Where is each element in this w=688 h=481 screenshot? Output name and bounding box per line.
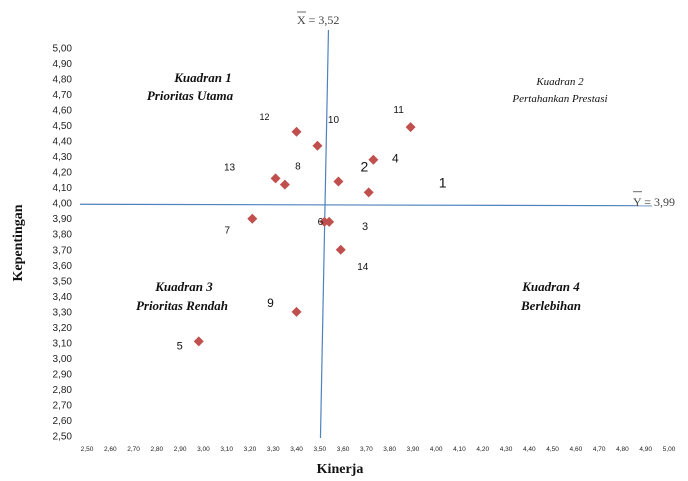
x-tick-label: 4,90 bbox=[639, 446, 652, 453]
data-point-label: 2 bbox=[361, 158, 369, 174]
x-tick-label: 3,50 bbox=[313, 446, 326, 453]
data-point-marker bbox=[312, 140, 323, 151]
data-point-label: 3 bbox=[362, 221, 368, 233]
data-point-label: 1 bbox=[439, 174, 447, 190]
y-tick-label: 3,80 bbox=[53, 230, 73, 241]
x-tick-label: 3,60 bbox=[337, 446, 350, 453]
x-tick-label: 2,90 bbox=[174, 446, 187, 453]
data-point-label: 4 bbox=[392, 152, 399, 166]
data-point-marker bbox=[405, 122, 416, 133]
y-tick-label: 4,20 bbox=[53, 168, 73, 179]
x-axis-title: Kinerja bbox=[317, 462, 364, 477]
x-tick-label: 3,10 bbox=[220, 446, 233, 453]
y-tick-label: 4,00 bbox=[53, 199, 73, 210]
data-point-marker bbox=[319, 216, 330, 227]
data-point-marker bbox=[291, 306, 302, 317]
data-point-marker bbox=[279, 179, 290, 190]
mean-x-label: X = 3,52 bbox=[297, 13, 339, 27]
y-tick-label: 5,00 bbox=[53, 44, 73, 55]
x-tick-label: 3,80 bbox=[383, 446, 396, 453]
y-tick-label: 4,50 bbox=[53, 121, 73, 132]
data-point-marker bbox=[291, 126, 302, 137]
y-tick-label: 2,80 bbox=[53, 385, 73, 396]
data-point-marker bbox=[270, 173, 281, 184]
data-point-label: 9 bbox=[267, 296, 274, 310]
data-point-marker bbox=[368, 154, 379, 165]
y-tick-label: 2,50 bbox=[53, 432, 73, 443]
y-tick-label: 3,40 bbox=[53, 292, 73, 303]
data-point-marker bbox=[193, 336, 204, 347]
y-tick-label: 3,10 bbox=[53, 338, 73, 349]
data-point-marker bbox=[363, 187, 374, 198]
data-point-label: 11 bbox=[393, 105, 404, 116]
x-tick-label: 2,70 bbox=[127, 446, 140, 453]
y-tick-label: 4,90 bbox=[53, 59, 73, 70]
y-tick-label: 2,60 bbox=[53, 416, 73, 427]
x-tick-label: 3,40 bbox=[290, 446, 303, 453]
data-point-label: 12 bbox=[260, 112, 270, 122]
y-tick-label: 3,00 bbox=[53, 354, 73, 365]
data-point-label: 8 bbox=[295, 162, 301, 173]
x-tick-label: 4,70 bbox=[593, 446, 606, 453]
quadrant-2-name: Kuadran 2 bbox=[535, 76, 584, 88]
y-tick-label: 2,70 bbox=[53, 400, 73, 411]
x-tick-label: 4,60 bbox=[570, 446, 583, 453]
y-tick-label: 3,30 bbox=[53, 307, 73, 318]
data-point-label: 6 bbox=[318, 217, 324, 228]
y-axis-ticks: 2,50 2,60 2,70 2,80 2,90 3,00 3,10 3,20 3,30 3,40… bbox=[53, 44, 73, 443]
y-tick-label: 2,90 bbox=[53, 369, 73, 380]
x-tick-label: 2,80 bbox=[151, 446, 164, 453]
x-tick-label: 4,40 bbox=[523, 446, 536, 453]
x-axis-ticks: 2,50 2,60 2,70 2,80 2,90 3,00 3,10 3,20 3,30 3,40… bbox=[81, 446, 676, 453]
quadrant-4-desc: Berlebihan bbox=[520, 298, 581, 313]
quadrant-1-name: Kuadran 1 bbox=[173, 70, 231, 85]
quadrant-1-desc: Prioritas Utama bbox=[147, 88, 234, 103]
y-tick-label: 3,90 bbox=[53, 214, 73, 225]
y-tick-label: 4,60 bbox=[53, 106, 73, 117]
x-tick-label: 5,00 bbox=[663, 446, 676, 453]
x-tick-label: 4,80 bbox=[616, 446, 629, 453]
data-point-marker bbox=[335, 244, 346, 255]
data-point-label: 10 bbox=[328, 115, 340, 126]
y-axis-title: Kepentingan bbox=[11, 204, 26, 281]
quadrant-4-name: Kuadran 4 bbox=[521, 279, 580, 294]
x-tick-label: 2,60 bbox=[104, 446, 117, 453]
data-point-marker bbox=[247, 213, 258, 224]
y-tick-label: 4,80 bbox=[53, 75, 73, 86]
data-point-label: 5 bbox=[177, 340, 183, 352]
y-tick-label: 4,30 bbox=[53, 152, 73, 163]
x-tick-label: 4,50 bbox=[546, 446, 559, 453]
mean-y-line bbox=[79, 203, 653, 207]
y-tick-label: 3,50 bbox=[53, 276, 73, 287]
y-tick-label: 4,40 bbox=[53, 137, 73, 148]
x-tick-label: 3,70 bbox=[360, 446, 373, 453]
x-tick-label: 4,10 bbox=[453, 446, 466, 453]
y-tick-label: 4,10 bbox=[53, 183, 73, 194]
quadrant-2-desc: Pertahankan Prestasi bbox=[511, 93, 607, 105]
x-tick-label: 2,50 bbox=[81, 446, 94, 453]
x-tick-label: 3,30 bbox=[267, 446, 280, 453]
y-tick-label: 3,20 bbox=[53, 323, 73, 334]
mean-y-label: Y = 3,99 bbox=[633, 195, 675, 209]
y-tick-label: 3,60 bbox=[53, 261, 73, 272]
data-point-label: 7 bbox=[225, 226, 231, 237]
x-tick-label: 3,90 bbox=[407, 446, 420, 453]
x-tick-label: 4,00 bbox=[430, 446, 443, 453]
quadrant-3-name: Kuadran 3 bbox=[154, 279, 213, 294]
y-tick-label: 3,70 bbox=[53, 245, 73, 256]
y-tick-label: 4,70 bbox=[53, 90, 73, 101]
x-tick-label: 3,00 bbox=[197, 446, 210, 453]
x-tick-label: 4,30 bbox=[500, 446, 513, 453]
x-tick-label: 3,20 bbox=[244, 446, 257, 453]
x-tick-label: 4,20 bbox=[476, 446, 489, 453]
data-point-label: 14 bbox=[357, 262, 369, 273]
mean-x-line bbox=[319, 29, 330, 439]
data-point-label: 13 bbox=[224, 162, 236, 173]
data-point-marker bbox=[333, 176, 344, 187]
quadrant-3-desc: Prioritas Rendah bbox=[136, 298, 228, 313]
